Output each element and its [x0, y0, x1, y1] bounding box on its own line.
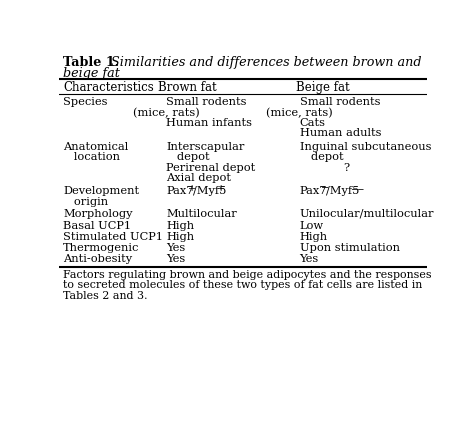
Text: /Myf5: /Myf5	[326, 187, 359, 196]
Text: Human infants: Human infants	[166, 118, 252, 128]
Text: depot: depot	[166, 152, 210, 162]
Text: (mice, rats): (mice, rats)	[133, 108, 200, 118]
Text: High: High	[166, 232, 194, 242]
Text: Yes: Yes	[166, 254, 185, 264]
Text: Perirenal depot: Perirenal depot	[166, 163, 255, 172]
Text: beige fat: beige fat	[63, 67, 120, 80]
Text: /Myf5: /Myf5	[192, 187, 226, 196]
Text: Stimulated UCP1: Stimulated UCP1	[63, 232, 163, 242]
Text: Anatomical: Anatomical	[63, 142, 128, 152]
Text: to secreted molecules of these two types of fat cells are listed in: to secreted molecules of these two types…	[63, 280, 422, 290]
Text: Low: Low	[300, 221, 324, 231]
Text: Multilocular: Multilocular	[166, 209, 237, 219]
Text: depot: depot	[300, 152, 343, 162]
Text: Small rodents: Small rodents	[300, 97, 380, 107]
Text: Inguinal subcutaneous: Inguinal subcutaneous	[300, 142, 431, 152]
Text: location: location	[63, 152, 120, 162]
Text: Interscapular: Interscapular	[166, 142, 245, 152]
Text: High: High	[166, 221, 194, 231]
Text: Development: Development	[63, 187, 139, 196]
Text: −−: −−	[350, 184, 365, 193]
Text: Yes: Yes	[166, 243, 185, 253]
Text: (mice, rats): (mice, rats)	[266, 108, 333, 118]
Text: origin: origin	[63, 197, 108, 207]
Text: Brown fat: Brown fat	[158, 81, 217, 94]
Text: Anti-obesity: Anti-obesity	[63, 254, 132, 264]
Text: Table 1.: Table 1.	[63, 56, 119, 69]
Text: +: +	[217, 184, 225, 193]
Text: Upon stimulation: Upon stimulation	[300, 243, 400, 253]
Text: +: +	[188, 184, 196, 193]
Text: Pax7: Pax7	[300, 187, 327, 196]
Text: Axial depot: Axial depot	[166, 173, 231, 183]
Text: Small rodents: Small rodents	[166, 97, 246, 107]
Text: Thermogenic: Thermogenic	[63, 243, 139, 253]
Text: Pax7: Pax7	[166, 187, 194, 196]
Text: Human adults: Human adults	[300, 128, 381, 138]
Text: ?: ?	[343, 163, 349, 172]
Text: Basal UCP1: Basal UCP1	[63, 221, 131, 231]
Text: Species: Species	[63, 97, 108, 107]
Text: −: −	[321, 184, 329, 193]
Text: Tables 2 and 3.: Tables 2 and 3.	[63, 291, 147, 301]
Text: Cats: Cats	[300, 118, 326, 128]
Text: Morphology: Morphology	[63, 209, 133, 219]
Text: Similarities and differences between brown and: Similarities and differences between bro…	[103, 56, 422, 69]
Text: High: High	[300, 232, 328, 242]
Text: Unilocular/multilocular: Unilocular/multilocular	[300, 209, 434, 219]
Text: Characteristics: Characteristics	[63, 81, 154, 94]
Text: Beige fat: Beige fat	[296, 81, 349, 94]
Text: Factors regulating brown and beige adipocytes and the responses: Factors regulating brown and beige adipo…	[63, 270, 432, 280]
Text: Yes: Yes	[300, 254, 319, 264]
